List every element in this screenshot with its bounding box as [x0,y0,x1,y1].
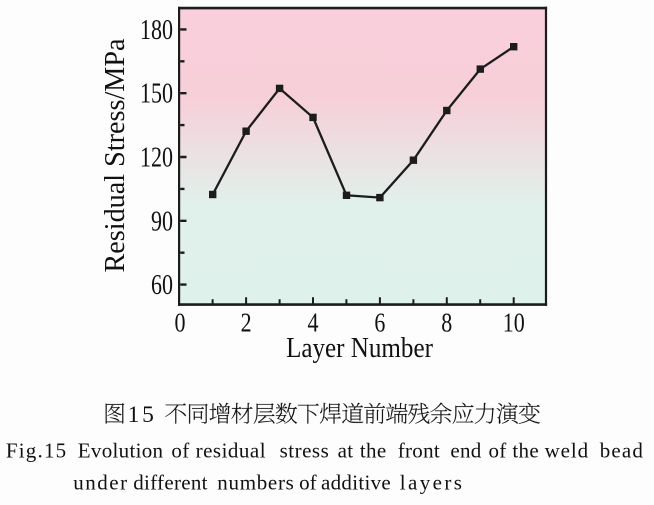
svg-text:4: 4 [307,308,318,338]
svg-text:Residual Stress/MPa: Residual Stress/MPa [99,38,131,272]
svg-text:90: 90 [151,204,173,237]
svg-text:8: 8 [441,308,452,338]
svg-text:150: 150 [140,77,173,110]
svg-text:15: 15 [128,402,157,428]
svg-text:120: 120 [140,141,173,174]
svg-text:Layer Number: Layer Number [286,332,433,364]
svg-text:60: 60 [151,268,173,301]
svg-text:6: 6 [374,308,385,338]
svg-text:0: 0 [174,308,185,338]
svg-text:10: 10 [503,308,525,338]
svg-text:180: 180 [140,13,173,46]
svg-text:2: 2 [241,308,252,338]
